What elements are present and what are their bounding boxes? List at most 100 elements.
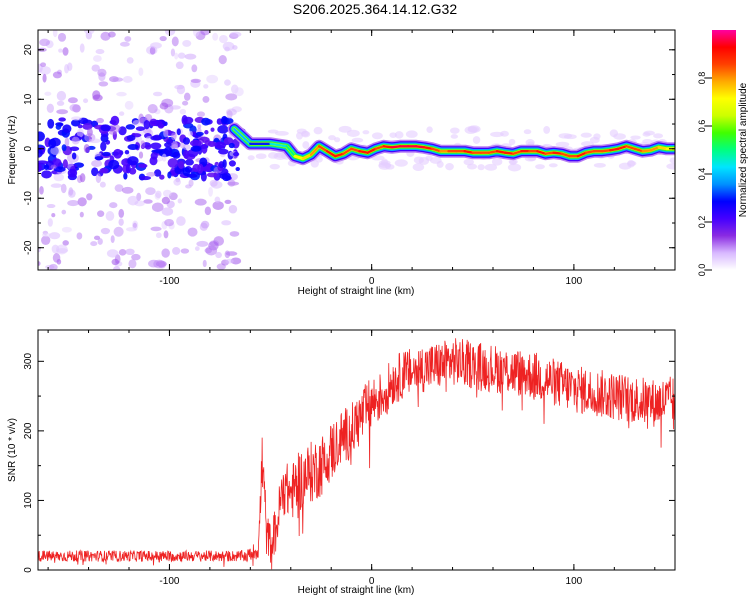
heatmap-cell <box>204 130 209 135</box>
heatmap-cell <box>159 174 165 180</box>
heatmap-xlabel: Height of straight line (km) <box>298 286 415 297</box>
heatmap-cell <box>232 45 238 50</box>
heatmap-cell <box>172 151 181 159</box>
heatmap-cell <box>150 120 163 125</box>
heatmap-cell <box>41 235 51 246</box>
heatmap-cell <box>274 131 289 136</box>
heatmap-cell <box>67 200 79 207</box>
heatmap-ylabel: Frequency (Hz) <box>7 116 18 185</box>
heatmap-cell <box>67 62 73 71</box>
snr-xtick-label: -100 <box>159 576 179 587</box>
heatmap-cell <box>68 187 74 196</box>
heatmap-cell <box>143 128 152 135</box>
heatmap-cell <box>185 184 192 189</box>
heatmap-ridge-cell <box>657 146 669 150</box>
heatmap-cell <box>138 67 144 77</box>
heatmap-cell <box>450 134 459 139</box>
heatmap-cell <box>145 187 156 195</box>
heatmap-cell <box>159 35 167 42</box>
heatmap-cell <box>194 198 207 206</box>
heatmap-cell <box>164 30 176 36</box>
heatmap-cell <box>88 138 101 144</box>
heatmap-cell <box>371 132 383 140</box>
heatmap-cell <box>209 179 218 187</box>
heatmap-xtick-label: 0 <box>369 276 375 287</box>
snr-ticks: -100 0 100 0 100 200 300 <box>23 330 675 587</box>
heatmap-cell <box>96 117 104 124</box>
heatmap-cell <box>154 169 162 177</box>
colorbar-label: Normalized spectral amplitude <box>738 82 749 217</box>
colorbar-tick-label: 0.6 <box>697 120 707 133</box>
heatmap-ridge-cell <box>309 145 321 156</box>
heatmap-cell <box>79 211 84 218</box>
heatmap-cell <box>52 71 62 79</box>
heatmap-cell <box>219 173 229 180</box>
heatmap-cell <box>149 156 158 166</box>
heatmap-cell <box>61 144 67 152</box>
heatmap-cell <box>221 115 228 125</box>
heatmap-cell <box>464 126 478 134</box>
heatmap-cell <box>200 220 210 229</box>
heatmap-cell <box>91 64 100 72</box>
heatmap-cell <box>201 117 211 126</box>
heatmap-cell <box>593 162 606 168</box>
heatmap-cell <box>97 68 107 77</box>
heatmap-cell <box>150 135 163 141</box>
heatmap-ridge-cell <box>325 150 337 158</box>
heatmap-cell <box>219 34 228 44</box>
heatmap-cell <box>51 212 56 218</box>
heatmap-cell <box>484 163 498 171</box>
heatmap-cell <box>184 53 197 60</box>
heatmap-cell <box>97 210 105 217</box>
heatmap-ridge-cell <box>649 146 661 152</box>
heatmap-ridge-cell <box>641 149 652 153</box>
heatmap-cell <box>39 185 44 195</box>
heatmap-cell <box>150 42 162 49</box>
heatmap-cell <box>38 148 43 158</box>
heatmap-cell <box>206 172 218 178</box>
heatmap-cell <box>52 253 61 263</box>
heatmap-cell <box>196 111 206 117</box>
heatmap-cell <box>149 46 156 55</box>
heatmap-cell <box>91 159 103 168</box>
heatmap-cell <box>196 240 209 247</box>
snr-series-line <box>38 338 675 570</box>
heatmap-cell <box>159 102 169 110</box>
heatmap-cell <box>153 259 165 269</box>
heatmap-cell <box>77 124 83 129</box>
heatmap-cell <box>161 153 167 162</box>
heatmap-cell <box>189 139 202 147</box>
heatmap-ridge-cell <box>334 152 345 158</box>
heatmap-cell <box>247 155 255 161</box>
heatmap-cell <box>112 266 121 270</box>
heatmap-cell <box>589 136 600 144</box>
heatmap-cell <box>169 105 181 110</box>
heatmap-cell <box>38 160 49 165</box>
heatmap-cell <box>175 61 184 70</box>
heatmap-cell <box>70 119 81 127</box>
colorbar: 0.0 0.2 0.4 0.6 0.8 Normalized spectral ampl… <box>697 30 749 276</box>
heatmap-cell <box>77 197 87 207</box>
heatmap-cell <box>172 246 181 255</box>
heatmap-cell <box>508 138 516 145</box>
heatmap-ytick-label: 0 <box>23 146 34 152</box>
heatmap-ytick-label: 20 <box>23 44 34 56</box>
heatmap-cell <box>618 162 632 170</box>
heatmap-xtick-label: -100 <box>159 276 179 287</box>
heatmap-cell <box>548 163 558 168</box>
heatmap-cell <box>642 132 651 137</box>
heatmap-cell <box>152 91 163 97</box>
snr-frame <box>37 329 676 571</box>
heatmap-cell <box>190 78 202 83</box>
heatmap-ridge-cell <box>544 151 555 155</box>
heatmap-cell <box>44 91 52 96</box>
heatmap-cell <box>76 232 83 240</box>
heatmap-cell <box>229 231 240 237</box>
heatmap-ridge-cell <box>293 154 305 160</box>
heatmap-cell <box>46 103 55 114</box>
heatmap-cell <box>151 202 164 212</box>
heatmap-cell <box>188 130 193 137</box>
snr-ytick-label: 100 <box>23 492 34 509</box>
heatmap-cell <box>218 148 229 155</box>
heatmap-cell <box>124 100 134 110</box>
